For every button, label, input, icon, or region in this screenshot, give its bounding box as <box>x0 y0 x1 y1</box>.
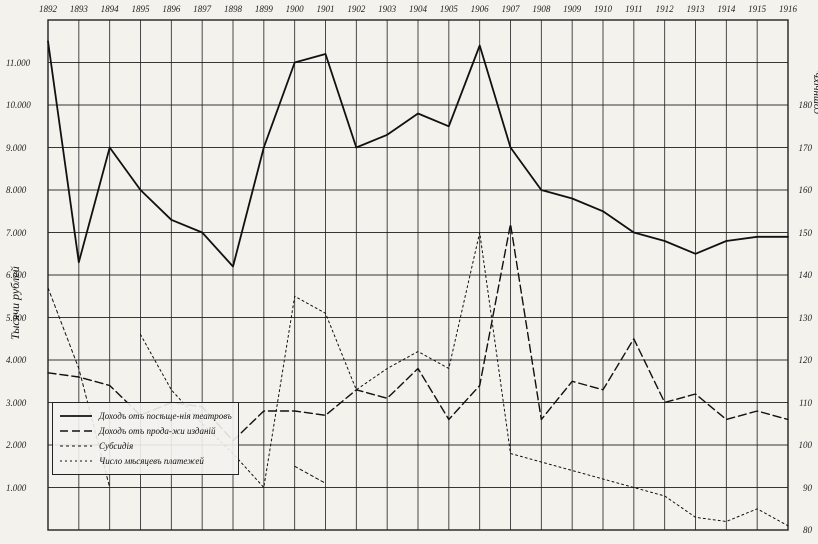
legend: Доходъ отъ посѣще-нія театровъ Доходъ отъ… <box>52 402 239 475</box>
x-tick-label: 1895 <box>132 4 150 14</box>
x-tick-label: 1899 <box>255 4 273 14</box>
x-tick-label: 1909 <box>563 4 581 14</box>
legend-swatch <box>59 410 93 422</box>
x-tick-label: 1907 <box>502 4 520 14</box>
legend-item: Доходъ отъ посѣще-нія театровъ <box>59 410 232 422</box>
x-tick-label: 1911 <box>625 4 642 14</box>
x-tick-label: 1898 <box>224 4 242 14</box>
y-left-tick-label: 11.000 <box>6 58 30 68</box>
x-tick-label: 1897 <box>193 4 211 14</box>
y-right-tick-label: 110 <box>799 398 812 408</box>
x-tick-label: 1912 <box>656 4 674 14</box>
y-left-tick-label: 8.000 <box>6 185 26 195</box>
y-axis-title-left: Тысячи рублей <box>8 266 23 340</box>
y-right-tick-label: 130 <box>799 313 813 323</box>
legend-label: Число мѣсяцевъ платежей <box>99 456 204 466</box>
x-tick-label: 1910 <box>594 4 612 14</box>
series-num_paid <box>141 233 789 526</box>
chart-container: 1892 1893 1894 1895 1896 1897 1898 1899 1900 1901… <box>0 0 818 544</box>
y-right-tick-label: 140 <box>799 270 813 280</box>
x-tick-label: 1905 <box>440 4 458 14</box>
x-tick-label: 1903 <box>378 4 396 14</box>
x-tick-label: 1902 <box>347 4 365 14</box>
legend-label: Доходъ отъ посѣще-нія театровъ <box>99 411 232 421</box>
x-tick-label: 1916 <box>779 4 797 14</box>
y-left-tick-label: 4.000 <box>6 355 26 365</box>
legend-item: Число мѣсяцевъ платежей <box>59 455 232 467</box>
x-tick-label: 1894 <box>101 4 119 14</box>
x-tick-label: 1915 <box>748 4 766 14</box>
y-right-tick-label: 170 <box>799 143 813 153</box>
x-tick-label: 1896 <box>162 4 180 14</box>
legend-swatch <box>59 455 93 467</box>
legend-label: Доходъ отъ прода-жи изданій <box>99 426 215 436</box>
legend-item: Субсидія <box>59 440 232 452</box>
x-tick-label: 1913 <box>687 4 705 14</box>
x-tick-label: 1900 <box>286 4 304 14</box>
legend-swatch <box>59 440 93 452</box>
legend-swatch <box>59 425 93 437</box>
x-tick-label: 1901 <box>317 4 335 14</box>
y-left-tick-label: 2.000 <box>6 440 26 450</box>
y-left-tick-label: 1.000 <box>6 483 26 493</box>
y-right-tick-label: 80 <box>803 525 812 535</box>
y-right-tick-label: 90 <box>803 483 812 493</box>
x-tick-label: 1892 <box>39 4 57 14</box>
legend-item: Доходъ отъ прода-жи изданій <box>59 425 232 437</box>
y-left-tick-label: 3.000 <box>6 398 26 408</box>
y-right-tick-label: 160 <box>799 185 813 195</box>
y-right-tick-label: 100 <box>799 440 813 450</box>
x-tick-label: 1893 <box>70 4 88 14</box>
y-axis-title-right: сотныхъ. <box>810 70 818 114</box>
y-right-tick-label: 150 <box>799 228 813 238</box>
y-left-tick-label: 7.000 <box>6 228 26 238</box>
y-right-tick-label: 120 <box>799 355 813 365</box>
legend-label: Субсидія <box>99 441 133 451</box>
x-tick-label: 1908 <box>532 4 550 14</box>
y-left-tick-label: 10.000 <box>6 100 31 110</box>
y-left-tick-label: 9.000 <box>6 143 26 153</box>
x-tick-label: 1906 <box>471 4 489 14</box>
x-tick-label: 1914 <box>717 4 735 14</box>
x-tick-label: 1904 <box>409 4 427 14</box>
